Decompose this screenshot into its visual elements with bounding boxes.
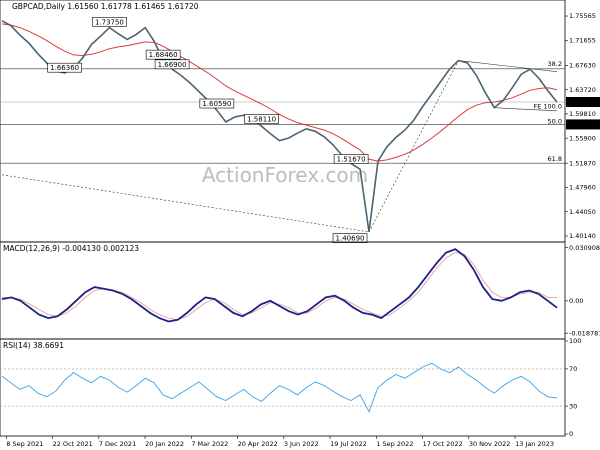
axis-box-0: [566, 97, 600, 108]
macd-y-tick-label-1: 0.00: [569, 297, 583, 305]
price-y-tick-label-7: 1.47960: [569, 184, 596, 192]
x-tick-label-3: 20 Jan 2022: [145, 440, 184, 448]
rsi-y-tick-label-1: 70: [569, 365, 577, 373]
axis-box-label-1: 1.58110: [568, 121, 595, 129]
level-box-6: [154, 59, 190, 70]
trendline-dotted-b: [368, 60, 459, 233]
level-box-label-5: 1.68460: [149, 51, 178, 59]
price-panel-title: GBPCAD,Daily 1.61560 1.61778 1.61465 1.6…: [12, 2, 199, 11]
level-box-label-0: 1.73750: [95, 18, 124, 26]
price-line: [1, 20, 558, 233]
price-y-tick-label-1: 1.71655: [569, 37, 596, 45]
level-box-2: [332, 233, 368, 243]
level-box-label-4: 1.51670: [337, 155, 366, 163]
level-box-7: [199, 98, 235, 109]
x-tick-label-6: 3 Jun 2022: [284, 440, 319, 448]
fib-note-0: 38.2: [548, 60, 562, 68]
rsi-axis: 100 70 30 0: [565, 337, 581, 438]
rsi-line: [1, 362, 558, 413]
level-box-3: [244, 114, 279, 124]
axis-box-label-0: 1.61720: [568, 99, 595, 107]
rsi-panel-frame: [0, 338, 566, 437]
macd-line: [1, 248, 558, 323]
x-tick-label-4: 7 Mar 2022: [191, 440, 228, 448]
macd-y-tick-label-0: 0.030908: [569, 244, 600, 252]
fib-note-3: 61.8: [548, 155, 562, 163]
price-y-tick-label-3: 1.63720: [569, 86, 596, 94]
price-y-tick-label-2: 1.67630: [569, 61, 596, 69]
x-tick-label-11: 13 Jan 2023: [515, 440, 554, 448]
trendline-dotted-a: [1, 174, 370, 233]
price-y-tick-label-8: 1.44050: [569, 208, 596, 216]
macd-signal-line: [2, 252, 557, 321]
x-tick-label-5: 20 Apr 2022: [238, 440, 278, 448]
level-box-label-7: 1.60590: [202, 100, 231, 108]
x-tick-label-10: 30 Nov 2022: [469, 440, 511, 448]
x-axis: 8 Sep 2021 22 Oct 2021 7 Dec 2021 20 Jan 20…: [6, 436, 554, 448]
axis-box-1: [566, 119, 600, 130]
x-tick-label-9: 17 Oct 2022: [423, 440, 463, 448]
rsi-y-tick-label-3: 0: [569, 430, 573, 438]
price-y-tick-label-6: 1.51870: [569, 159, 596, 167]
macd-panel-title: MACD(12,26,9) -0.004130 0.002123: [3, 244, 139, 253]
price-axis: 1.75565 1.71655 1.67630 1.63720 1.59810 1.559…: [565, 12, 596, 240]
moving-average-line: [1, 23, 558, 162]
rsi-y-tick-label-2: 30: [569, 402, 577, 410]
x-tick-label-0: 8 Sep 2021: [6, 440, 43, 448]
macd-axis: 0.030908 0.00 -0.018787: [565, 244, 600, 337]
x-tick-label-2: 7 Dec 2021: [99, 440, 136, 448]
level-box-0: [92, 16, 127, 27]
trendline-lower: [494, 107, 558, 112]
macd-panel: MACD(12,26,9) -0.004130 0.002123 0.03090…: [0, 241, 600, 340]
level-box-label-3: 1.58110: [247, 115, 276, 123]
x-tick-label-1: 22 Oct 2021: [53, 440, 93, 448]
fib-note-1: FE 100.0: [533, 102, 562, 110]
x-tick-label-7: 19 Jul 2022: [330, 440, 367, 448]
watermark: ActionForex.com: [202, 163, 368, 187]
price-y-tick-label-9: 1.40140: [569, 232, 596, 240]
level-box-4: [333, 154, 369, 164]
price-y-tick-label-4: 1.59810: [569, 110, 596, 118]
level-boxes: 1.73750 1.66360 1.40690 1.58110 1.51670 1.684…: [47, 16, 369, 243]
rsi-y-tick-label-0: 100: [569, 337, 581, 345]
level-box-label-6: 1.66900: [158, 61, 187, 69]
rsi-panel-title: RSI(14) 38.6691: [3, 341, 64, 350]
fib-note-2: 50.0: [548, 118, 562, 126]
trendline-upper: [458, 60, 558, 72]
price-panel: GBPCAD,Daily 1.61560 1.61778 1.61465 1.6…: [0, 0, 600, 243]
rsi-panel: RSI(14) 38.6691 100 70 30 0: [0, 337, 581, 438]
level-box-5: [145, 49, 181, 60]
axis-boxes: 1.61720 1.58110: [566, 97, 600, 130]
level-box-label-2: 1.40690: [336, 235, 365, 243]
level-box-1: [47, 62, 82, 73]
price-y-tick-label-5: 1.55900: [569, 134, 596, 142]
level-box-label-1: 1.66360: [50, 64, 79, 72]
x-tick-label-8: 1 Sep 2022: [376, 440, 413, 448]
macd-y-tick-label-2: -0.018787: [569, 329, 600, 337]
price-y-tick-label-0: 1.75565: [569, 12, 596, 20]
fib-notes: 38.2 FE 100.0 50.0 61.8: [533, 60, 562, 163]
